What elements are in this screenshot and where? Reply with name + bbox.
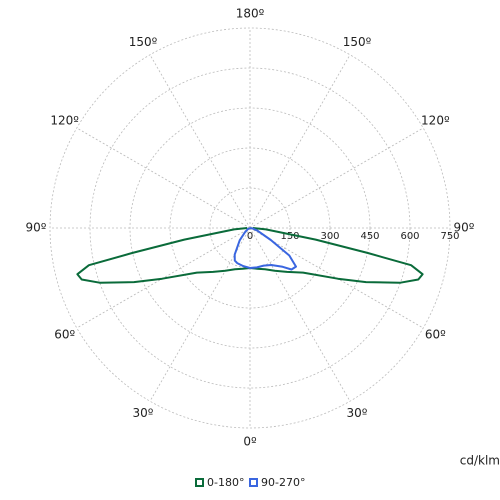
legend-label: 90-270° (261, 476, 305, 489)
spoke (149, 54, 251, 229)
grid-ring (49, 27, 451, 429)
spoke (76, 127, 251, 229)
spoke (249, 127, 424, 229)
r-tick-label: 600 (400, 231, 419, 242)
angle-tick-label: 30º (347, 406, 368, 420)
unit-label: cd/klm (460, 454, 500, 468)
angle-tick-label: 150º (129, 35, 158, 49)
spoke (249, 227, 351, 402)
angle-tick-label: 90º (454, 221, 475, 235)
angle-tick-label: 60º (54, 328, 75, 342)
r-tick-label: 450 (360, 231, 379, 242)
grid-ring (129, 107, 371, 349)
angle-tick-label: 150º (343, 35, 372, 49)
angle-tick-label: 90º (26, 221, 47, 235)
spoke (249, 54, 351, 229)
r-tick-label: 300 (320, 231, 339, 242)
r-tick-label: 750 (440, 231, 459, 242)
angle-tick-label: 60º (425, 328, 446, 342)
angle-tick-label: 0º (243, 435, 257, 449)
legend-swatch (195, 478, 204, 487)
grid-ring (209, 187, 291, 269)
curve (233, 227, 297, 271)
legend-swatch (249, 478, 258, 487)
grid-ring (169, 147, 331, 309)
r-tick-label: 0 (247, 231, 253, 242)
angle-tick-label: 120º (421, 114, 450, 128)
angle-tick-label: 30º (133, 406, 154, 420)
spoke (149, 227, 251, 402)
grid-ring (89, 67, 411, 389)
legend-label: 0-180° (207, 476, 244, 489)
angle-tick-label: 180º (236, 7, 265, 21)
r-tick-label: 150 (280, 231, 299, 242)
angle-tick-label: 120º (50, 114, 79, 128)
